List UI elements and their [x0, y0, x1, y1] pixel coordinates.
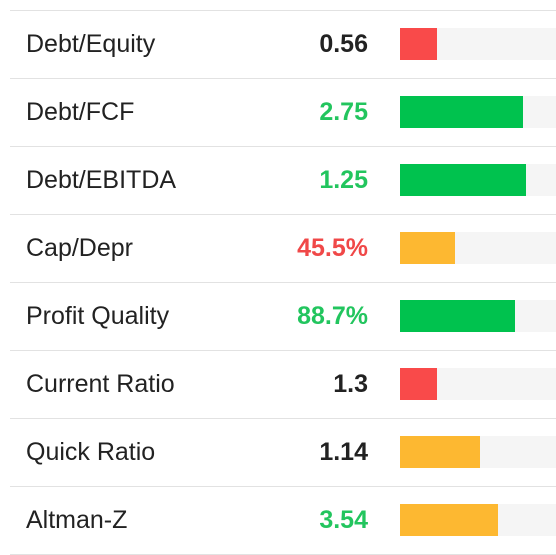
metric-bar-track	[400, 164, 556, 196]
metric-value: 0.56	[319, 30, 368, 58]
metric-bar-fill	[400, 28, 438, 60]
metric-bar-track	[400, 436, 556, 468]
financial-health-metrics-table: Debt/Equity 0.56 Debt/FCF 2.75 Debt/EBIT…	[10, 10, 556, 555]
metric-row-current-ratio: Current Ratio 1.3	[10, 351, 556, 419]
metric-bar-track	[400, 300, 556, 332]
metric-label: Debt/FCF	[26, 98, 135, 126]
metric-row-debt-equity: Debt/Equity 0.56	[10, 11, 556, 79]
metric-bar-fill	[400, 504, 499, 536]
metric-bar-fill	[400, 436, 480, 468]
metric-bar-track	[400, 28, 556, 60]
metric-label: Quick Ratio	[26, 438, 156, 466]
metric-row-quick-ratio: Quick Ratio 1.14	[10, 419, 556, 487]
metric-row-cap-depr: Cap/Depr 45.5%	[10, 215, 556, 283]
metric-value: 2.75	[319, 98, 368, 126]
metric-label: Debt/Equity	[26, 30, 156, 58]
metric-bar-fill	[400, 164, 527, 196]
metric-value: 1.3	[333, 370, 368, 398]
metric-bar-fill	[400, 96, 524, 128]
metric-label: Current Ratio	[26, 370, 175, 398]
metric-value: 45.5%	[297, 234, 368, 262]
metric-bar-fill	[400, 300, 516, 332]
metric-bar-track	[400, 368, 556, 400]
metric-label: Profit Quality	[26, 302, 170, 330]
metric-value: 3.54	[319, 506, 368, 534]
metric-bar-fill	[400, 232, 455, 264]
metric-row-debt-fcf: Debt/FCF 2.75	[10, 79, 556, 147]
metric-bar-track	[400, 504, 556, 536]
metric-bar-track	[400, 96, 556, 128]
metric-value: 1.25	[319, 166, 368, 194]
metric-bar-fill	[400, 368, 438, 400]
metric-row-debt-ebitda: Debt/EBITDA 1.25	[10, 147, 556, 215]
metric-row-profit-quality: Profit Quality 88.7%	[10, 283, 556, 351]
metric-row-altman-z: Altman-Z 3.54	[10, 487, 556, 555]
metric-label: Altman-Z	[26, 506, 128, 534]
metric-value: 1.14	[319, 438, 368, 466]
metric-label: Debt/EBITDA	[26, 166, 177, 194]
metric-bar-track	[400, 232, 556, 264]
metric-label: Cap/Depr	[26, 234, 133, 262]
metric-value: 88.7%	[297, 302, 368, 330]
